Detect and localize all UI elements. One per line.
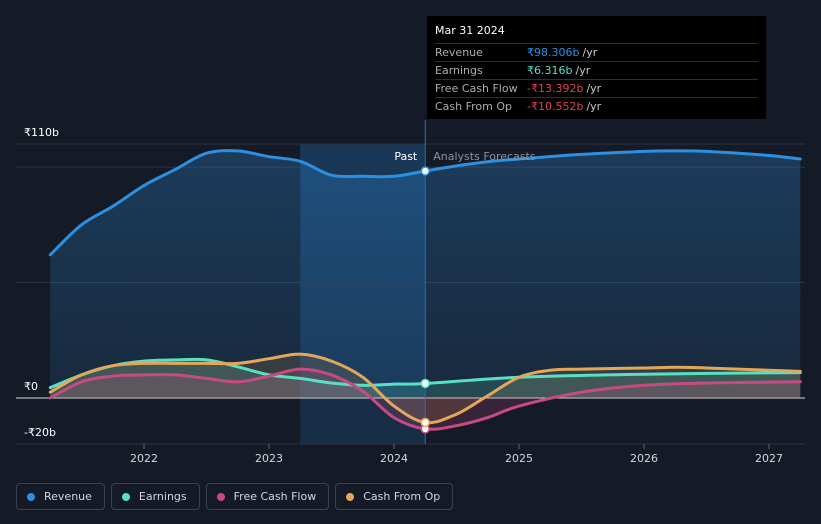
legend-dot-icon [121, 492, 130, 501]
tooltip-value: -₹10.552b [527, 100, 584, 113]
tooltip-value: ₹98.306b [527, 46, 580, 59]
tooltip-row-free-cash-flow: Free Cash Flow -₹13.392b /yr [435, 79, 758, 97]
legend-dot-icon [216, 492, 225, 501]
x-tick-label: 2023 [255, 452, 283, 465]
tooltip-value: ₹6.316b [527, 64, 573, 77]
y-tick-label: ₹0 [24, 380, 38, 393]
tooltip-label: Cash From Op [435, 100, 513, 113]
earnings-line [48, 357, 802, 390]
tooltip-unit: /yr [586, 82, 602, 95]
cash-from-op-marker [420, 417, 430, 428]
legend: Revenue Earnings Free Cash Flow Cash Fro… [16, 483, 454, 510]
legend-dot-icon [27, 492, 35, 501]
tooltip-label: Free Cash Flow [435, 82, 518, 95]
earnings-marker [420, 378, 430, 389]
tooltip-row-cash-from-op: Cash From Op -₹10.552b /yr [435, 97, 758, 115]
tooltip-unit: /yr [586, 100, 602, 113]
legend-label: Revenue [44, 490, 92, 503]
tooltip: Mar 31 2024 Revenue ₹98.306b /yr Earning… [427, 16, 766, 119]
tooltip-label: Revenue [435, 46, 483, 59]
past-label: Past [394, 150, 418, 163]
tooltip-date: Mar 31 2024 [435, 24, 505, 37]
tooltip-label: Earnings [435, 64, 483, 77]
legend-label: Earnings [138, 490, 187, 503]
legend-dot-icon [346, 492, 355, 501]
x-tick-label: 2025 [505, 452, 533, 465]
forecast-label: Analysts Forecasts [433, 150, 536, 163]
x-tick-label: 2026 [630, 452, 658, 465]
y-tick-label: ₹110b [24, 126, 59, 139]
legend-label: Free Cash Flow [233, 490, 317, 503]
cash-from-op-line [48, 352, 802, 425]
legend-label: Cash From Op [363, 490, 441, 503]
revenue-line [48, 149, 802, 257]
legend-item-revenue[interactable]: Revenue [16, 483, 105, 510]
revenue-marker [420, 166, 430, 176]
free-cash-flow-line [48, 367, 802, 431]
tooltip-row-revenue: Revenue ₹98.306b /yr [435, 43, 758, 61]
tooltip-unit: /yr [582, 46, 598, 59]
legend-item-free-cash-flow[interactable]: Free Cash Flow [205, 483, 330, 510]
y-tick-label: -₹20b [24, 426, 56, 439]
tooltip-value: -₹13.392b [527, 82, 584, 95]
x-tick-label: 2024 [380, 452, 408, 465]
tooltip-row-earnings: Earnings ₹6.316b /yr [435, 61, 758, 79]
legend-item-cash-from-op[interactable]: Cash From Op [335, 483, 454, 510]
legend-item-earnings[interactable]: Earnings [110, 483, 200, 510]
tooltip-unit: /yr [575, 64, 591, 77]
x-tick-label: 2022 [130, 452, 158, 465]
x-tick-label: 2027 [755, 452, 783, 465]
cash-from-op-area [50, 354, 801, 423]
